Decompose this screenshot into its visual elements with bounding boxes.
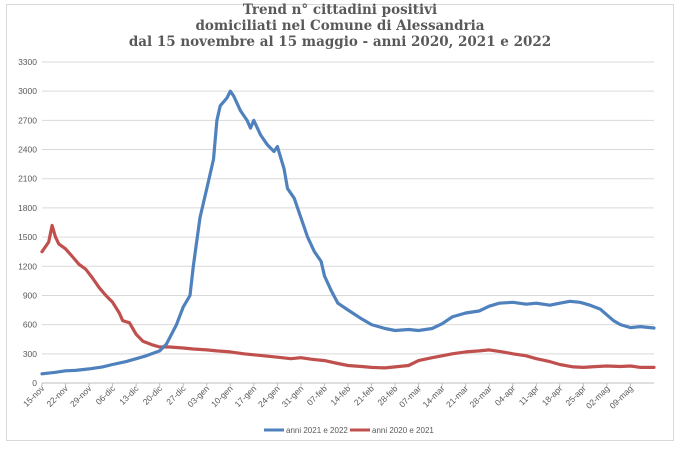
- x-tick-label: 22-nov: [44, 383, 70, 409]
- x-tick-label: 21-feb: [352, 383, 376, 407]
- x-tick-label: 03-gen: [185, 383, 211, 409]
- y-tick-label: 1500: [18, 232, 37, 242]
- y-tick-label: 1200: [18, 261, 37, 271]
- y-tick-label: 3300: [18, 57, 37, 67]
- y-tick-label: 3000: [18, 86, 37, 96]
- x-tick-label: 04-apr: [493, 383, 518, 408]
- x-tick-label: 07-mar: [397, 383, 423, 409]
- y-tick-label: 0: [32, 378, 37, 388]
- y-tick-label: 2400: [18, 145, 37, 155]
- title-line-1: Trend n° cittadini positivi: [242, 2, 438, 18]
- x-tick-label: 11-apr: [517, 383, 541, 407]
- x-tick-label: 24-gen: [256, 383, 282, 409]
- chart-title: Trend n° cittadini positivi domiciliati …: [0, 2, 680, 50]
- x-tick-label: 29-nov: [68, 383, 94, 409]
- legend-label: anni 2021 e 2022: [286, 426, 348, 435]
- y-tick-label: 300: [23, 349, 37, 359]
- x-tick-label: 14-feb: [328, 383, 352, 407]
- x-tick-label: 14-mar: [420, 383, 446, 409]
- x-tick-label: 27-dic: [164, 383, 188, 407]
- title-line-3: dal 15 novembre al 15 maggio - anni 2020…: [128, 34, 552, 50]
- y-tick-label: 900: [23, 290, 37, 300]
- x-tick-label: 28-mar: [468, 383, 494, 409]
- y-tick-label: 2700: [18, 115, 37, 125]
- y-tick-label: 1800: [18, 203, 37, 213]
- x-tick-label: 28-feb: [375, 383, 399, 407]
- x-tick-label: 18-apr: [540, 383, 565, 408]
- x-tick-label: 10-gen: [209, 383, 235, 409]
- x-tick-label: 06-dic: [94, 383, 118, 407]
- x-tick-label: 07-feb: [305, 383, 329, 407]
- y-tick-label: 600: [23, 320, 37, 330]
- x-tick-label: 13-dic: [117, 383, 141, 407]
- x-tick-label: 31-gen: [280, 383, 306, 409]
- legend-label: anni 2020 e 2021: [372, 426, 434, 435]
- plot-area: [42, 62, 654, 383]
- x-tick-label: 20-dic: [141, 383, 165, 407]
- series-line-2020-2021: [40, 223, 656, 370]
- series-line-2021-2022: [40, 89, 656, 376]
- x-tick-label: 17-gen: [232, 383, 258, 409]
- x-tick-label: 21-mar: [444, 383, 470, 409]
- x-tick-label: 02-mag: [584, 383, 612, 411]
- y-tick-label: 2100: [18, 174, 37, 184]
- title-line-2: domiciliati nel Comune di Alessandria: [195, 18, 485, 34]
- x-tick-label: 09-mag: [607, 383, 635, 411]
